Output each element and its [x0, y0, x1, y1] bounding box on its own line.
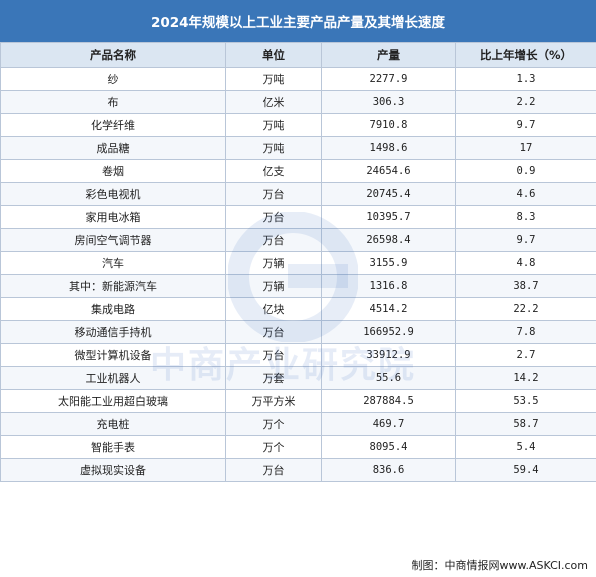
product-name-cell: 充电桩	[0, 412, 226, 436]
growth-cell: 8.3	[455, 205, 596, 229]
output-cell: 7910.8	[321, 113, 456, 137]
product-name-cell: 化学纤维	[0, 113, 226, 137]
table-row: 汽车 万辆 3155.9 4.8	[0, 251, 596, 275]
growth-cell: 7.8	[455, 320, 596, 344]
output-cell: 166952.9	[321, 320, 456, 344]
table-row: 充电桩 万个 469.7 58.7	[0, 412, 596, 436]
unit-cell: 亿米	[225, 90, 322, 114]
unit-cell: 万台	[225, 320, 322, 344]
table-body: 纱万吨 2277.9 1.3 布亿米 306.3 2.2 化学纤维 万吨 7910.8 9.7 成品…	[0, 67, 596, 482]
product-name-cell: 太阳能工业用超白玻璃	[0, 389, 226, 413]
output-cell: 33912.9	[321, 343, 456, 367]
output-cell: 1498.6	[321, 136, 456, 160]
unit-cell: 万台	[225, 228, 322, 252]
table-row: 彩色电视机 万台 20745.4 4.6	[0, 182, 596, 206]
unit-cell: 万吨	[225, 136, 322, 160]
growth-cell: 2.2	[455, 90, 596, 114]
header-growth: 比上年增长（%）	[455, 42, 596, 68]
table-row: 工业机器人 万套 55.6 14.2	[0, 366, 596, 390]
output-cell: 287884.5	[321, 389, 456, 413]
source-footer: 制图：中商情报网www.ASKCI.com	[411, 559, 588, 572]
unit-cell: 万个	[225, 412, 322, 436]
unit-cell: 万吨	[225, 113, 322, 137]
product-name-cell: 房间空气调节器	[0, 228, 226, 252]
output-cell: 2277.9	[321, 67, 456, 91]
table-row: 房间空气调节器 万台 26598.4 9.7	[0, 228, 596, 252]
product-name-cell: 家用电冰箱	[0, 205, 226, 229]
growth-cell: 4.6	[455, 182, 596, 206]
growth-cell: 17	[455, 136, 596, 160]
unit-cell: 万台	[225, 182, 322, 206]
growth-cell: 9.7	[455, 228, 596, 252]
table-row: 布亿米 306.3 2.2	[0, 90, 596, 114]
growth-cell: 2.7	[455, 343, 596, 367]
growth-cell: 1.3	[455, 67, 596, 91]
growth-cell: 59.4	[455, 458, 596, 482]
table-row: 其中：新能源汽车 万辆 1316.8 38.7	[0, 274, 596, 298]
growth-cell: 9.7	[455, 113, 596, 137]
table-row: 太阳能工业用超白玻璃 万平方米 287884.5 53.5	[0, 389, 596, 413]
growth-cell: 38.7	[455, 274, 596, 298]
data-table: 产品名称 单位 产量 比上年增长（%） 纱万吨 2277.9 1.3 布亿米 306.3…	[0, 42, 596, 482]
table-row: 集成电路 亿块 4514.2 22.2	[0, 297, 596, 321]
product-name-cell: 布	[0, 90, 226, 114]
table-row: 智能手表 万个 8095.4 5.4	[0, 435, 596, 459]
table-row: 移动通信手持机 万台 166952.9 7.8	[0, 320, 596, 344]
header-unit: 单位	[225, 42, 322, 68]
growth-cell: 5.4	[455, 435, 596, 459]
product-name-cell: 彩色电视机	[0, 182, 226, 206]
header-row: 产品名称 单位 产量 比上年增长（%）	[0, 42, 596, 68]
table-row: 纱万吨 2277.9 1.3	[0, 67, 596, 91]
unit-cell: 万台	[225, 458, 322, 482]
growth-cell: 4.8	[455, 251, 596, 275]
unit-cell: 万辆	[225, 251, 322, 275]
table-row: 家用电冰箱 万台 10395.7 8.3	[0, 205, 596, 229]
output-cell: 24654.6	[321, 159, 456, 183]
product-name-cell: 工业机器人	[0, 366, 226, 390]
product-name-cell: 智能手表	[0, 435, 226, 459]
unit-cell: 万套	[225, 366, 322, 390]
table-row: 成品糖 万吨 1498.6 17	[0, 136, 596, 160]
unit-cell: 亿块	[225, 297, 322, 321]
table-row: 微型计算机设备 万台 33912.9 2.7	[0, 343, 596, 367]
growth-cell: 14.2	[455, 366, 596, 390]
product-name-cell: 汽车	[0, 251, 226, 275]
output-cell: 4514.2	[321, 297, 456, 321]
output-cell: 26598.4	[321, 228, 456, 252]
unit-cell: 万吨	[225, 67, 322, 91]
header-product-name: 产品名称	[0, 42, 226, 68]
product-name-cell: 纱	[0, 67, 226, 91]
output-cell: 10395.7	[321, 205, 456, 229]
unit-cell: 万个	[225, 435, 322, 459]
unit-cell: 万辆	[225, 274, 322, 298]
output-cell: 306.3	[321, 90, 456, 114]
product-name-cell: 微型计算机设备	[0, 343, 226, 367]
output-cell: 3155.9	[321, 251, 456, 275]
table-row: 卷烟 亿支 24654.6 0.9	[0, 159, 596, 183]
growth-cell: 58.7	[455, 412, 596, 436]
table-row: 虚拟现实设备 万台 836.6 59.4	[0, 458, 596, 482]
table-row: 化学纤维 万吨 7910.8 9.7	[0, 113, 596, 137]
unit-cell: 亿支	[225, 159, 322, 183]
output-cell: 8095.4	[321, 435, 456, 459]
output-cell: 836.6	[321, 458, 456, 482]
output-cell: 1316.8	[321, 274, 456, 298]
table-title: 2024年规模以上工业主要产品产量及其增长速度	[0, 0, 596, 42]
output-cell: 55.6	[321, 366, 456, 390]
growth-cell: 0.9	[455, 159, 596, 183]
product-name-cell: 集成电路	[0, 297, 226, 321]
output-cell: 469.7	[321, 412, 456, 436]
unit-cell: 万台	[225, 343, 322, 367]
unit-cell: 万台	[225, 205, 322, 229]
header-output: 产量	[321, 42, 456, 68]
product-name-cell: 虚拟现实设备	[0, 458, 226, 482]
product-name-cell: 成品糖	[0, 136, 226, 160]
product-name-cell: 其中：新能源汽车	[0, 274, 226, 298]
growth-cell: 53.5	[455, 389, 596, 413]
product-name-cell: 移动通信手持机	[0, 320, 226, 344]
unit-cell: 万平方米	[225, 389, 322, 413]
product-name-cell: 卷烟	[0, 159, 226, 183]
output-cell: 20745.4	[321, 182, 456, 206]
growth-cell: 22.2	[455, 297, 596, 321]
